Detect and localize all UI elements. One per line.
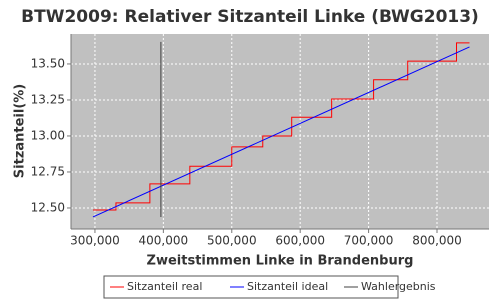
legend-label: Sitzanteil real	[127, 280, 202, 293]
x-tick-label: 300,000	[70, 234, 120, 248]
y-tick-label: 12.50	[31, 200, 65, 214]
plot-area	[71, 34, 489, 229]
x-tick-label: 500,000	[207, 234, 257, 248]
y-tick-label: 13.00	[31, 128, 65, 142]
y-axis-label: Sitzanteil(%)	[13, 84, 28, 178]
y-tick-label: 12.75	[31, 164, 65, 178]
legend	[103, 275, 399, 299]
x-tick-label: 400,000	[139, 234, 189, 248]
x-tick-label: 600,000	[275, 234, 325, 248]
series-line	[92, 46, 470, 218]
y-tick-label: 13.25	[31, 92, 65, 106]
chart-title: BTW2009: Relativer Sitzanteil Linke (BWG…	[21, 7, 479, 27]
legend-label: Wahlergebnis	[361, 280, 436, 293]
y-tick-label: 13.50	[31, 56, 65, 70]
series-line	[92, 42, 470, 211]
x-tick-label: 700,000	[344, 234, 394, 248]
x-tick-label: 800,000	[412, 234, 462, 248]
x-axis-label: Zweitstimmen Linke in Brandenburg	[147, 254, 414, 269]
legend-label: Sitzanteil ideal	[247, 280, 328, 293]
